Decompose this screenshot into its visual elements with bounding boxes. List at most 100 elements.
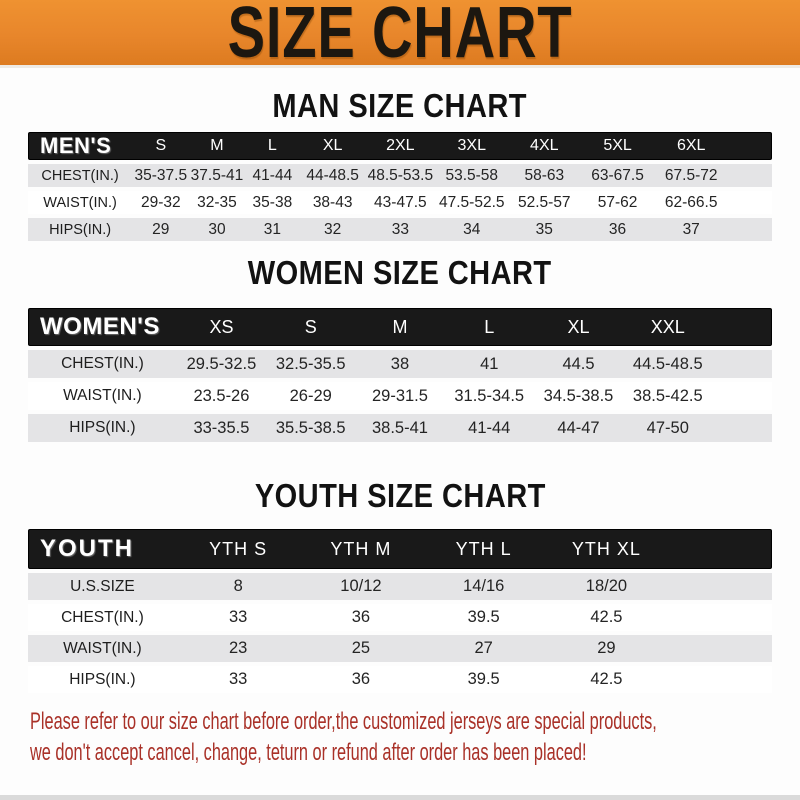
- spacer-cell: [712, 382, 772, 410]
- spacer-cell: [712, 414, 772, 442]
- size-value: 34.5-38.5: [533, 382, 624, 410]
- size-value: 47-50: [623, 414, 713, 442]
- size-value: 53.5-58: [435, 164, 508, 187]
- column-header: S: [266, 308, 356, 346]
- size-value: 8: [176, 573, 300, 600]
- column-header: L: [244, 132, 301, 160]
- women-section-heading-text: WOMEN SIZE CHART: [248, 254, 552, 291]
- table-row: WAIST(IN.) 23 25 27 29: [28, 635, 772, 662]
- table-row: CHEST(IN.) 33 36 39.5 42.5: [28, 604, 772, 631]
- column-header: YTH XL: [545, 529, 668, 569]
- size-value: 35-37.5: [132, 164, 190, 187]
- table-row: HIPS(IN.) 33-35.5 35.5-38.5 38.5-41 41-4…: [28, 414, 772, 442]
- size-value: 39.5: [422, 666, 546, 693]
- size-value: 36: [299, 604, 423, 631]
- column-header: M: [355, 308, 445, 346]
- size-value: 57-62: [580, 191, 655, 214]
- spacer-cell: [728, 132, 772, 160]
- size-chart-banner: SIZE CHART: [0, 0, 800, 69]
- spacer-cell: [728, 164, 772, 187]
- row-label: HIPS(IN.): [28, 414, 177, 442]
- size-value: 42.5: [545, 666, 668, 693]
- women-table-title: WOMEN'S: [28, 308, 177, 346]
- disclaimer-line-1: Please refer to our size chart before or…: [30, 708, 657, 735]
- size-value: 35: [507, 218, 581, 241]
- size-value: 23.5-26: [176, 382, 267, 410]
- youth-section-heading: YOUTH SIZE CHART: [0, 477, 800, 515]
- row-label: WAIST(IN.): [28, 382, 177, 410]
- spacer-cell: [667, 529, 772, 569]
- size-value: 41-44: [244, 164, 301, 187]
- size-value: 44.5-48.5: [623, 350, 713, 378]
- column-header: 2XL: [365, 132, 436, 160]
- size-value: 52.5-57: [507, 191, 581, 214]
- size-value: 41: [444, 350, 534, 378]
- men-header-row: MEN'S S M L XL 2XL 3XL 4XL 5XL 6XL: [28, 132, 772, 160]
- table-row: CHEST(IN.) 35-37.5 37.5-41 41-44 44-48.5…: [28, 164, 772, 187]
- size-value: 33: [176, 666, 300, 693]
- women-size-table: WOMEN'S XS S M L XL XXL CHEST(IN.) 29.5-…: [28, 304, 772, 446]
- size-value: 33: [365, 218, 436, 241]
- spacer-cell: [728, 191, 772, 214]
- size-value: 26-29: [266, 382, 356, 410]
- man-section-heading-text: MAN SIZE CHART: [272, 87, 528, 124]
- column-header: 3XL: [435, 132, 508, 160]
- spacer-cell: [728, 218, 772, 241]
- size-value: 32.5-35.5: [266, 350, 356, 378]
- disclaimer-line-2: we don't accept cancel, change, teturn o…: [30, 739, 587, 766]
- size-value: 27: [422, 635, 546, 662]
- spacer-cell: [667, 635, 772, 662]
- column-header: L: [444, 308, 534, 346]
- size-value: 34: [435, 218, 508, 241]
- size-value: 41-44: [444, 414, 534, 442]
- column-header: YTH S: [176, 529, 300, 569]
- spacer-cell: [667, 573, 772, 600]
- size-value: 10/12: [299, 573, 423, 600]
- size-value: 35-38: [244, 191, 301, 214]
- size-value: 29: [545, 635, 668, 662]
- youth-header-row: YOUTH YTH S YTH M YTH L YTH XL: [28, 529, 772, 569]
- size-value: 39.5: [422, 604, 546, 631]
- size-value: 38: [355, 350, 445, 378]
- size-value: 37.5-41: [189, 164, 245, 187]
- table-row: HIPS(IN.) 29 30 31 32 33 34 35 36 37: [28, 218, 772, 241]
- size-value: 36: [580, 218, 655, 241]
- table-row: WAIST(IN.) 29-32 32-35 35-38 38-43 43-47…: [28, 191, 772, 214]
- size-value: 25: [299, 635, 423, 662]
- column-header: 5XL: [580, 132, 655, 160]
- size-value: 32-35: [189, 191, 245, 214]
- column-header: S: [132, 132, 190, 160]
- size-value: 44.5: [533, 350, 624, 378]
- men-size-table: MEN'S S M L XL 2XL 3XL 4XL 5XL 6XL CHEST…: [28, 128, 772, 245]
- size-value: 18/20: [545, 573, 668, 600]
- size-value: 58-63: [507, 164, 581, 187]
- column-header: XS: [176, 308, 267, 346]
- row-label: WAIST(IN.): [28, 635, 177, 662]
- row-label: CHEST(IN.): [28, 350, 177, 378]
- spacer-cell: [667, 604, 772, 631]
- size-value: 67.5-72: [654, 164, 729, 187]
- size-value: 29: [132, 218, 190, 241]
- column-header: 4XL: [507, 132, 581, 160]
- women-section-heading: WOMEN SIZE CHART: [0, 254, 800, 292]
- row-label: HIPS(IN.): [28, 666, 177, 693]
- spacer-cell: [712, 350, 772, 378]
- column-header: YTH L: [422, 529, 546, 569]
- row-label: WAIST(IN.): [28, 191, 133, 214]
- column-header: YTH M: [299, 529, 423, 569]
- spacer-cell: [667, 666, 772, 693]
- column-header: M: [189, 132, 245, 160]
- spacer-cell: [712, 308, 772, 346]
- size-value: 29.5-32.5: [176, 350, 267, 378]
- table-row: WAIST(IN.) 23.5-26 26-29 29-31.5 31.5-34…: [28, 382, 772, 410]
- size-value: 14/16: [422, 573, 546, 600]
- table-row: CHEST(IN.) 29.5-32.5 32.5-35.5 38 41 44.…: [28, 350, 772, 378]
- column-header: 6XL: [654, 132, 729, 160]
- footer-divider: [0, 795, 800, 800]
- table-row: HIPS(IN.) 33 36 39.5 42.5: [28, 666, 772, 693]
- column-header: XXL: [623, 308, 713, 346]
- size-value: 44-48.5: [300, 164, 365, 187]
- table-row: U.S.SIZE 8 10/12 14/16 18/20: [28, 573, 772, 600]
- size-value: 35.5-38.5: [266, 414, 356, 442]
